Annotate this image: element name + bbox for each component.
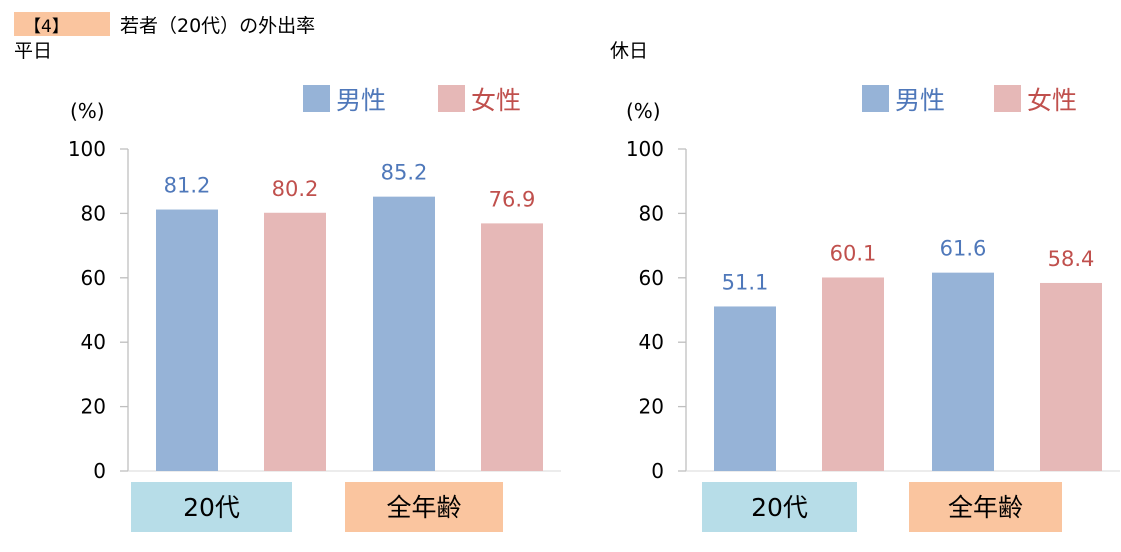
category-label: 20代 bbox=[183, 493, 240, 522]
y-tick-label: 60 bbox=[639, 266, 664, 290]
data-label: 81.2 bbox=[164, 174, 211, 198]
y-tick-label: 0 bbox=[651, 459, 664, 483]
category-box-1 bbox=[345, 482, 503, 532]
legend-label: 女性 bbox=[1027, 86, 1077, 115]
section-badge: 【4】 bbox=[14, 12, 110, 37]
legend-swatch-male bbox=[862, 85, 889, 112]
category-box-0 bbox=[702, 482, 857, 532]
bar-male bbox=[714, 306, 776, 471]
category-box-0 bbox=[131, 482, 292, 532]
legend-label: 女性 bbox=[471, 86, 521, 115]
bar-female bbox=[264, 212, 326, 472]
y-tick-label: 100 bbox=[626, 137, 664, 161]
y-axis-unit: (%) bbox=[70, 99, 105, 123]
y-tick-label: 100 bbox=[68, 137, 106, 161]
data-label: 80.2 bbox=[272, 177, 319, 201]
legend-label: 男性 bbox=[895, 86, 945, 115]
legend-swatch-female bbox=[994, 85, 1021, 112]
y-tick-label: 80 bbox=[81, 201, 106, 225]
header: 【4】 若者（20代）の外出率 bbox=[14, 12, 316, 37]
legend-swatch-male bbox=[303, 85, 330, 112]
page-title: 若者（20代）の外出率 bbox=[120, 14, 316, 37]
bar-female bbox=[1040, 282, 1102, 471]
y-tick-label: 80 bbox=[639, 201, 664, 225]
y-tick-label: 20 bbox=[639, 395, 664, 419]
y-tick-label: 0 bbox=[93, 459, 106, 483]
y-tick-label: 20 bbox=[81, 395, 106, 419]
y-tick-label: 60 bbox=[81, 266, 106, 290]
category-label: 全年齢 bbox=[948, 493, 1023, 522]
data-label: 58.4 bbox=[1048, 247, 1095, 271]
data-label: 60.1 bbox=[830, 241, 877, 265]
panel-title-1: 休日 bbox=[610, 40, 648, 62]
legend-label: 男性 bbox=[336, 86, 386, 115]
bar-male bbox=[373, 196, 435, 471]
data-label: 85.2 bbox=[381, 161, 428, 185]
panel-title-0: 平日 bbox=[14, 40, 52, 62]
bar-male bbox=[932, 272, 994, 471]
bar-female bbox=[822, 277, 884, 471]
data-label: 61.6 bbox=[940, 237, 987, 261]
y-tick-label: 40 bbox=[81, 330, 106, 354]
y-axis-unit: (%) bbox=[626, 99, 661, 123]
category-label: 20代 bbox=[751, 493, 808, 522]
data-label: 51.1 bbox=[722, 270, 769, 294]
bar-male bbox=[156, 209, 218, 471]
legend-swatch-female bbox=[438, 85, 465, 112]
y-tick-label: 40 bbox=[639, 330, 664, 354]
bar-female bbox=[481, 223, 543, 471]
category-label: 全年齢 bbox=[386, 493, 461, 522]
category-box-1 bbox=[909, 482, 1062, 532]
data-label: 76.9 bbox=[489, 187, 536, 211]
